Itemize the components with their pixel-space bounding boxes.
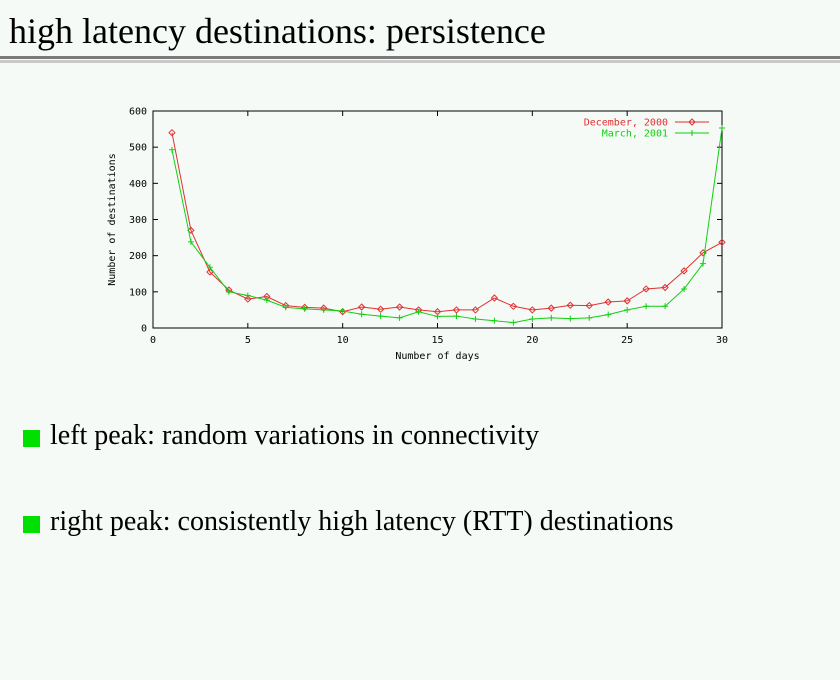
title-rule-shadow — [0, 60, 840, 63]
data-point — [187, 226, 195, 235]
bullet-square-icon — [23, 515, 40, 533]
data-point — [168, 128, 176, 137]
data-point — [689, 130, 695, 136]
bullet-item: left peak: random variations in connecti… — [23, 420, 539, 452]
series-line — [171, 132, 723, 313]
data-point — [661, 283, 669, 292]
data-point — [585, 301, 593, 310]
data-point — [528, 306, 537, 314]
data-point — [453, 313, 460, 320]
data-point — [529, 315, 536, 322]
bullet-square-icon — [23, 429, 40, 447]
x-tick-label: 30 — [716, 335, 728, 346]
x-axis-label: Number of days — [395, 351, 479, 362]
title-rule — [0, 56, 840, 59]
bullet-text: right peak: consistently high latency (R… — [50, 506, 674, 537]
bullet-item: right peak: consistently high latency (R… — [23, 506, 674, 538]
x-tick-label: 0 — [150, 335, 156, 346]
data-point — [567, 315, 574, 322]
data-point — [604, 298, 612, 306]
y-tick-label: 600 — [129, 107, 147, 118]
y-tick-label: 300 — [129, 215, 147, 226]
data-point — [472, 315, 479, 322]
data-point — [605, 311, 612, 318]
data-point — [244, 292, 251, 299]
data-point — [547, 304, 556, 312]
x-tick-label: 5 — [245, 335, 251, 346]
data-point — [206, 268, 214, 276]
x-tick-label: 15 — [431, 335, 443, 346]
data-point — [680, 267, 688, 275]
series-line — [171, 127, 723, 324]
data-point — [339, 308, 346, 315]
data-point — [434, 313, 441, 320]
data-point — [206, 264, 213, 271]
data-point — [377, 313, 384, 320]
slide-title: high latency destinations: persistence — [9, 11, 546, 51]
x-tick-label: 10 — [337, 335, 349, 346]
data-point — [681, 285, 688, 292]
data-point — [491, 317, 498, 324]
data-point — [642, 285, 650, 293]
data-point — [471, 306, 480, 314]
data-point — [415, 308, 422, 315]
data-point — [688, 118, 696, 126]
data-point — [623, 297, 631, 305]
data-point — [700, 260, 707, 267]
data-point — [168, 146, 175, 153]
y-axis-label: Number of destinations — [107, 153, 118, 285]
y-tick-label: 400 — [129, 179, 147, 190]
y-tick-label: 100 — [129, 287, 147, 298]
data-point — [396, 314, 403, 321]
data-point — [301, 305, 308, 312]
data-point — [282, 304, 289, 311]
data-point — [624, 306, 631, 313]
legend-label: December, 2000 — [584, 118, 668, 129]
data-point — [357, 303, 366, 311]
data-point — [643, 303, 650, 310]
data-point — [244, 295, 252, 303]
chart-series — [168, 124, 726, 326]
data-point — [452, 306, 461, 314]
data-point — [187, 238, 194, 245]
data-point — [509, 302, 518, 311]
series-march-2001 — [168, 124, 725, 326]
data-point — [510, 319, 517, 326]
x-tick-label: 25 — [621, 335, 633, 346]
data-point — [358, 311, 365, 318]
y-tick-label: 0 — [141, 324, 147, 335]
data-point — [566, 301, 574, 309]
series-december-2000 — [168, 128, 726, 316]
data-point — [320, 306, 327, 313]
data-point — [662, 303, 669, 310]
data-point — [376, 305, 385, 313]
legend-label: March, 2001 — [602, 129, 668, 140]
data-point — [395, 303, 404, 311]
data-point — [263, 297, 270, 304]
x-tick-label: 20 — [526, 335, 538, 346]
bullet-text: left peak: random variations in connecti… — [50, 420, 540, 451]
y-tick-label: 500 — [129, 143, 147, 154]
data-point — [718, 238, 726, 246]
data-point — [586, 314, 593, 321]
data-point — [719, 124, 725, 131]
data-point — [490, 294, 499, 302]
data-point — [225, 288, 232, 295]
y-tick-label: 200 — [129, 251, 147, 262]
data-point — [548, 314, 555, 321]
